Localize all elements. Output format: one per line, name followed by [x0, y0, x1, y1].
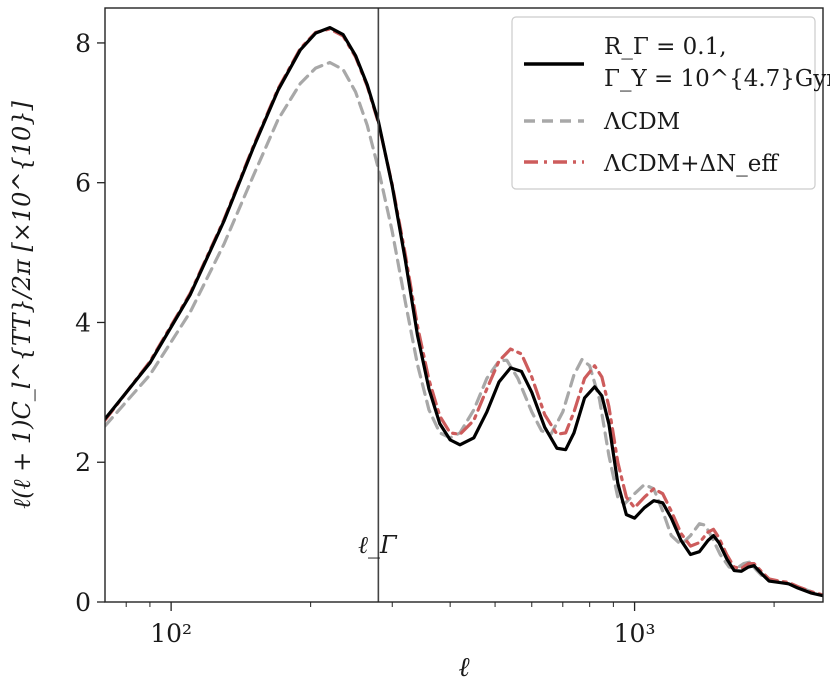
y-axis-label: ℓ(ℓ + 1)C_l^{TT}/2π [×10^{10}] — [8, 100, 36, 508]
plot-area: ℓ_Γ — [104, 7, 824, 603]
legend-label-gammay: Γ_Y = 10^{4.7}Gyr⁻¹ — [604, 66, 830, 92]
legend: R_Γ = 0.1, Γ_Y = 10^{4.7}Gyr⁻¹ ΛCDM ΛCDM… — [511, 16, 830, 190]
y-tick-label-0: 0 — [75, 588, 91, 617]
y-tick-label-2: 4 — [75, 308, 91, 337]
x-tick-label-0: 10² — [150, 619, 192, 648]
x-tick-label-1: 10³ — [614, 619, 656, 648]
plot-frame — [104, 7, 824, 603]
y-tick-label-4: 8 — [75, 29, 91, 58]
series-layer — [105, 25, 823, 598]
series-line-2 — [105, 27, 823, 597]
legend-label-lcdm: ΛCDM — [603, 109, 680, 135]
legend-box — [511, 16, 816, 190]
x-axis-ticks: 10² 10³ — [125, 602, 775, 648]
y-tick-label-1: 2 — [75, 448, 91, 477]
legend-label-lcdm-dneff: ΛCDM+ΔN_eff — [603, 151, 779, 177]
legend-label-rgamma: R_Γ = 0.1, — [604, 34, 727, 60]
x-axis-label: ℓ — [458, 652, 470, 683]
y-axis-ticks: 0 2 4 6 8 — [75, 29, 105, 617]
y-tick-label-3: 6 — [75, 169, 91, 198]
series-line-0 — [105, 25, 823, 598]
ell-gamma-label: ℓ_Γ — [358, 531, 398, 559]
